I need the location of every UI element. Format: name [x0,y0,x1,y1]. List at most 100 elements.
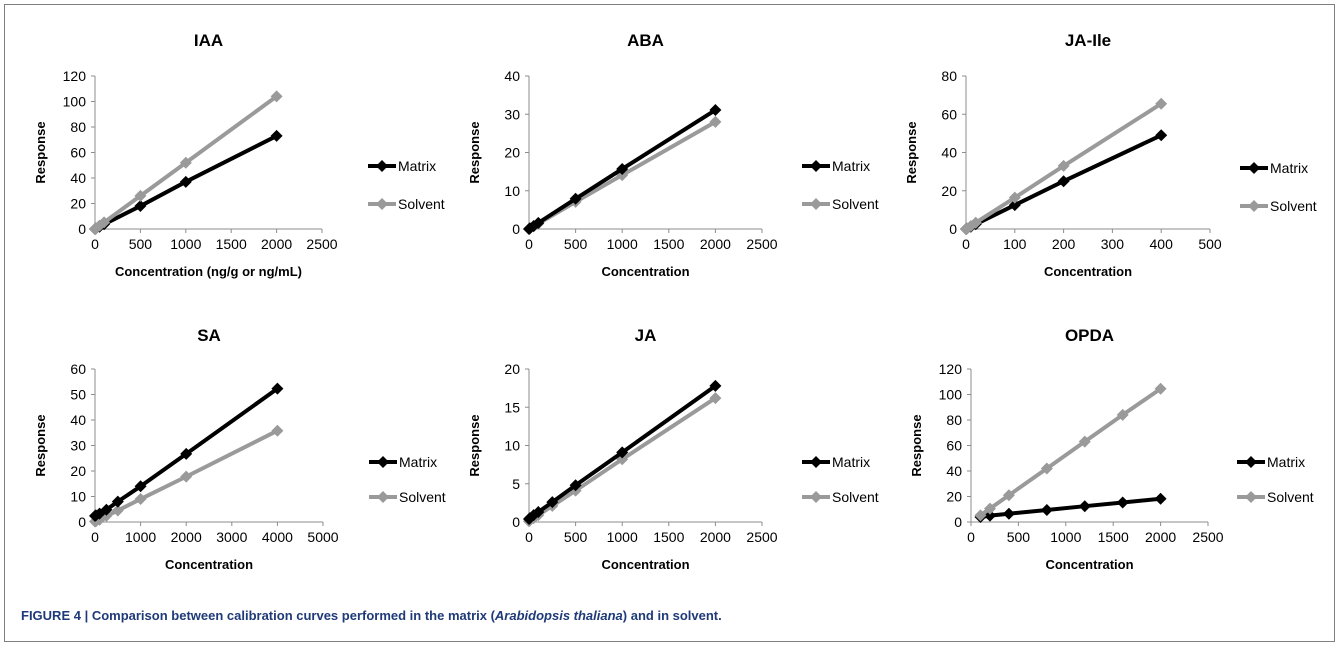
data-point-matrix [134,480,147,493]
chart-title: JA [635,326,657,345]
x-tick-label: 3000 [216,529,247,545]
y-tick-label: 100 [63,94,87,110]
x-tick-label: 500 [1198,236,1222,252]
y-tick-label: 20 [504,145,520,161]
legend-label-solvent: Solvent [832,196,879,212]
data-point-matrix [270,129,283,142]
data-point-solvent [111,504,124,517]
x-axis-label: Concentration [601,264,689,279]
legend-marker-solvent [810,491,822,503]
y-tick-label: 60 [941,106,957,122]
legend-marker-matrix [1245,456,1257,468]
y-axis-label: Response [33,414,48,476]
x-tick-label: 0 [91,236,99,252]
data-point-solvent [1002,489,1015,502]
legend-label-solvent: Solvent [1270,198,1317,214]
legend-label-solvent: Solvent [832,489,879,505]
x-tick-label: 400 [1150,236,1174,252]
x-axis-label: Concentration [601,557,689,572]
y-tick-label: 0 [512,221,520,237]
chart-panel-iaa: IAA 0 20 40 60 80 100 120 0 500 1000 1500 2000 2500 Co… [33,31,445,279]
x-tick-label: 500 [129,236,153,252]
data-point-solvent [1154,382,1167,395]
x-axis-label: Concentration [1045,557,1133,572]
legend-label-matrix: Matrix [832,158,870,174]
x-tick-label: 500 [1007,529,1031,545]
data-point-solvent [270,90,283,103]
y-tick-label: 40 [941,145,957,161]
chart-title: SA [197,326,221,345]
y-tick-label: 40 [504,68,520,84]
data-point-solvent [1040,462,1053,475]
x-tick-label: 1000 [170,236,201,252]
data-point-solvent [709,115,722,128]
legend-marker-solvent [376,198,388,210]
x-tick-label: 2000 [700,529,731,545]
caption-prefix: FIGURE 4 | Comparison between calibratio… [21,608,495,623]
caption-species: Arabidopsis thaliana [494,608,623,623]
x-tick-label: 2000 [700,236,731,252]
y-tick-label: 40 [70,170,86,186]
legend-marker-matrix [377,456,389,468]
data-point-matrix [111,495,124,508]
y-tick-label: 10 [70,489,86,505]
data-point-solvent [983,502,996,515]
x-tick-label: 300 [1101,236,1125,252]
data-point-matrix [100,503,113,516]
x-tick-label: 1000 [607,236,638,252]
x-tick-label: 0 [91,529,99,545]
data-point-solvent [1155,97,1168,110]
data-point-solvent [134,493,147,506]
y-tick-label: 0 [954,514,962,530]
x-tick-label: 500 [564,236,588,252]
data-point-solvent [1078,435,1091,448]
data-point-matrix [709,379,722,392]
y-axis-label: Response [467,121,482,183]
y-tick-label: 30 [504,106,520,122]
x-tick-label: 2000 [171,529,202,545]
data-point-matrix [179,175,192,188]
caption-suffix: ) and in solvent. [622,608,722,623]
y-tick-label: 10 [504,183,520,199]
data-point-matrix [616,446,629,459]
x-tick-label: 200 [1052,236,1076,252]
data-point-solvent [709,392,722,405]
chart-panel-sa: SA 0 10 20 30 40 50 60 0 1000 2000 3000 4000 5000 Conc… [33,326,446,572]
y-tick-label: 5 [512,476,520,492]
data-point-matrix [1154,492,1167,505]
y-tick-label: 80 [70,119,86,135]
data-point-solvent [271,424,284,437]
data-point-matrix [271,382,284,395]
data-point-matrix [616,162,629,175]
legend-label-matrix: Matrix [399,454,437,470]
figure-caption: FIGURE 4 | Comparison between calibratio… [21,608,1321,623]
data-point-solvent [98,216,111,229]
chart-title: OPDA [1065,326,1114,345]
y-tick-label: 0 [78,514,86,530]
data-point-solvent [1057,159,1070,172]
y-tick-label: 50 [70,387,86,403]
data-point-matrix [134,200,147,213]
y-tick-label: 30 [70,438,86,454]
data-point-matrix [709,104,722,117]
y-axis-label: Response [904,121,919,183]
y-tick-label: 60 [70,145,86,161]
y-axis-label: Response [33,121,48,183]
x-tick-label: 0 [962,236,970,252]
chart-title: IAA [194,31,223,50]
data-point-matrix [93,507,106,520]
chart-title: JA-Ile [1065,31,1111,50]
y-tick-label: 60 [70,361,86,377]
x-tick-label: 1500 [216,236,247,252]
x-tick-label: 1500 [1098,529,1129,545]
data-point-solvent [179,156,192,169]
y-tick-label: 100 [939,387,963,403]
legend-marker-matrix [810,456,822,468]
data-point-matrix [1040,504,1053,517]
y-tick-label: 20 [946,489,962,505]
data-point-matrix [1116,496,1129,509]
legend-label-solvent: Solvent [1267,489,1314,505]
x-tick-label: 0 [525,236,533,252]
x-tick-label: 2500 [746,529,777,545]
legend-label-solvent: Solvent [398,196,445,212]
